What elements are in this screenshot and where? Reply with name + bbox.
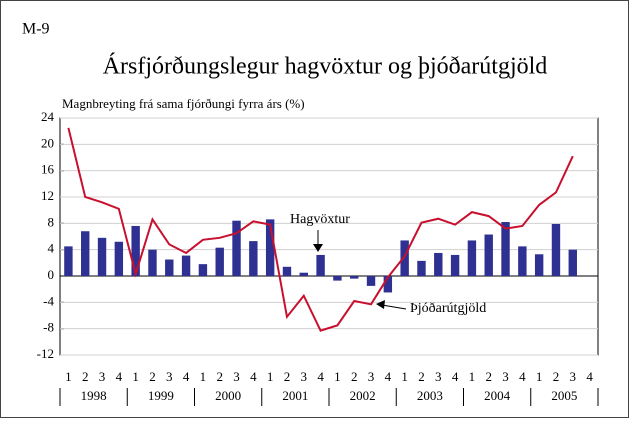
chart-label: M-9 [22, 21, 50, 38]
bar [383, 276, 393, 293]
bar [249, 241, 258, 276]
x-tick-label: 4 [183, 369, 190, 384]
bar [501, 222, 510, 276]
bar [518, 246, 527, 276]
bar [198, 264, 208, 276]
bar [114, 241, 124, 276]
x-tick-label: 3 [368, 369, 375, 384]
bar [568, 249, 577, 276]
x-tick-label: 2 [149, 369, 156, 384]
bar [97, 237, 107, 276]
x-tick-label: 1 [536, 369, 543, 384]
bar-annotation: Hagvöxtur [290, 212, 350, 227]
year-label: 2000 [215, 388, 241, 403]
y-tick-label: 20 [41, 135, 54, 150]
y-tick-label: 24 [41, 109, 55, 124]
bar [232, 220, 241, 276]
line [67, 127, 574, 332]
year-label: 2001 [282, 388, 308, 403]
bar [434, 252, 443, 276]
x-tick-label: 1 [65, 369, 72, 384]
bar [181, 255, 191, 276]
year-label: 2002 [350, 388, 376, 403]
year-label: 2005 [551, 388, 577, 403]
y-axis-label: Magnbreyting frá sama fjórðungi fyrra ár… [62, 96, 305, 111]
x-tick-label: 4 [519, 369, 526, 384]
x-tick-label: 2 [82, 369, 89, 384]
line-annotation: Þjóðarútgjöld [410, 301, 486, 316]
x-tick-label: 4 [317, 369, 324, 384]
x-tick-label: 2 [216, 369, 223, 384]
bar [148, 249, 157, 276]
bar [165, 259, 174, 276]
bar [450, 254, 460, 276]
x-tick-label: 4 [250, 369, 257, 384]
x-tick-label: 2 [485, 369, 492, 384]
bar [316, 254, 325, 276]
y-tick-label: 4 [48, 241, 55, 256]
bar [64, 246, 73, 276]
bar [417, 260, 426, 276]
bar [131, 225, 140, 276]
x-tick-label: 3 [233, 369, 240, 384]
annotation-arrow [381, 304, 407, 310]
y-tick-label: 16 [41, 162, 55, 177]
bar [400, 240, 409, 276]
bar [484, 234, 493, 276]
y-tick-label: -8 [43, 320, 54, 335]
year-label: 2004 [484, 388, 511, 403]
annotation-arrowhead [313, 244, 323, 252]
x-tick-label: 3 [301, 369, 308, 384]
bar [333, 276, 342, 281]
year-label: 1999 [148, 388, 174, 403]
bar [467, 240, 477, 276]
x-tick-label: 3 [570, 369, 577, 384]
x-tick-label: 2 [418, 369, 425, 384]
x-tick-label: 1 [469, 369, 476, 384]
x-tick-label: 4 [452, 369, 459, 384]
bar [366, 276, 376, 286]
y-tick-label: -12 [37, 346, 54, 361]
x-tick-label: 3 [99, 369, 106, 384]
x-tick-label: 2 [284, 369, 291, 384]
x-tick-label: 4 [586, 369, 593, 384]
bar [551, 223, 561, 276]
y-tick-label: 0 [48, 267, 55, 282]
x-tick-label: 1 [401, 369, 408, 384]
bar [215, 247, 224, 276]
x-tick-label: 4 [385, 369, 392, 384]
bar [350, 276, 359, 279]
x-tick-label: 3 [502, 369, 509, 384]
x-tick-label: 1 [267, 369, 274, 384]
x-tick-label: 1 [132, 369, 139, 384]
year-label: 2003 [417, 388, 443, 403]
x-tick-label: 2 [553, 369, 560, 384]
x-tick-label: 3 [166, 369, 173, 384]
x-tick-label: 1 [200, 369, 207, 384]
x-tick-label: 4 [116, 369, 123, 384]
annotation-arrowhead [376, 300, 385, 309]
y-tick-label: -4 [43, 293, 54, 308]
bar [299, 272, 308, 276]
y-tick-label: 12 [41, 188, 54, 203]
bar [265, 219, 275, 276]
y-tick-label: 8 [48, 214, 55, 229]
bar [81, 231, 90, 276]
x-tick-label: 2 [351, 369, 358, 384]
x-tick-label: 3 [435, 369, 442, 384]
bar [534, 254, 544, 276]
year-label: 1998 [81, 388, 107, 403]
chart-title: Ársfjórðungslegur hagvöxtur og þjóðarútg… [103, 54, 548, 80]
x-tick-label: 1 [334, 369, 341, 384]
bar [282, 266, 292, 276]
